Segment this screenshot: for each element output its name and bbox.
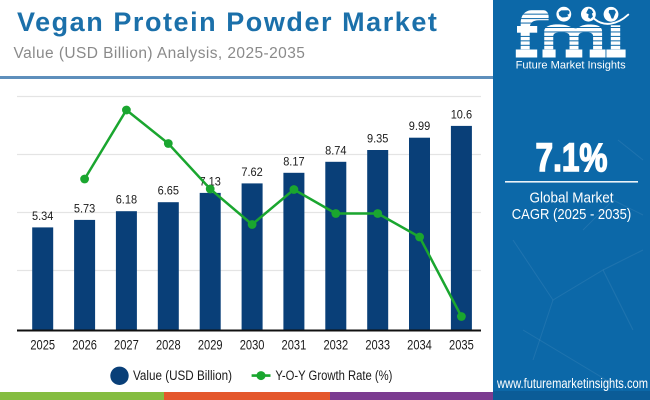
svg-text:2035: 2035 [449,338,474,353]
svg-text:Value (USD Billion): Value (USD Billion) [133,368,232,383]
svg-text:2027: 2027 [114,338,139,353]
svg-text:8.17: 8.17 [283,156,304,168]
svg-text:5.73: 5.73 [74,203,95,215]
svg-text:7.13: 7.13 [200,176,221,188]
svg-text:2031: 2031 [282,338,307,353]
svg-text:2033: 2033 [365,338,390,353]
svg-text:5.34: 5.34 [32,211,54,223]
svg-text:2025: 2025 [30,338,55,353]
svg-text:2034: 2034 [407,338,432,353]
svg-text:6.65: 6.65 [158,186,179,198]
svg-text:9.99: 9.99 [409,121,430,133]
svg-text:www.futuremarketinsights.com: www.futuremarketinsights.com [496,376,648,391]
svg-text:Y-O-Y Growth Rate (%): Y-O-Y Growth Rate (%) [275,368,392,383]
svg-text:CAGR (2025 - 2035): CAGR (2025 - 2035) [512,207,632,223]
svg-text:9.35: 9.35 [367,134,388,146]
svg-text:2026: 2026 [72,338,97,353]
svg-text:6.18: 6.18 [116,195,137,207]
svg-text:10.6: 10.6 [451,109,472,121]
svg-text:Global Market: Global Market [530,190,614,206]
svg-text:2030: 2030 [240,338,265,353]
svg-text:2032: 2032 [323,338,348,353]
svg-text:8.74: 8.74 [325,145,347,157]
svg-text:2028: 2028 [156,338,181,353]
svg-text:7.62: 7.62 [241,167,262,179]
svg-text:Future Market Insights: Future Market Insights [516,60,626,72]
svg-text:7.1%: 7.1% [536,136,608,180]
svg-text:2029: 2029 [198,338,223,353]
